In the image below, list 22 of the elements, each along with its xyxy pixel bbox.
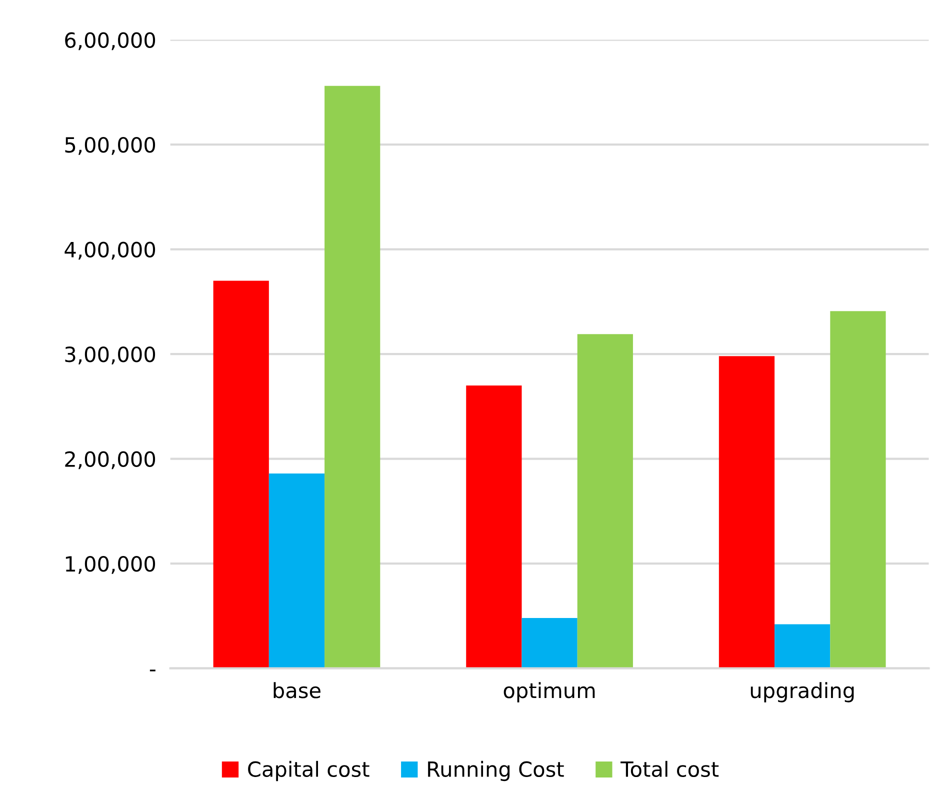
bar — [522, 618, 578, 668]
bar — [268, 473, 325, 668]
y-tick-label: - — [150, 670, 156, 672]
bar — [324, 86, 380, 668]
bar — [774, 624, 830, 668]
x-tick-label: upgrading — [750, 682, 854, 702]
bar — [466, 385, 522, 668]
bar — [213, 280, 269, 668]
bar — [718, 356, 775, 668]
legend-label: Total cost — [620, 760, 719, 778]
y-tick-label: 1,00,000 — [66, 556, 156, 574]
y-tick-label: 4,00,000 — [64, 242, 156, 260]
legend-label: Running Cost — [428, 760, 564, 782]
y-tick-label: 6,00,000 — [65, 32, 156, 50]
bar — [830, 311, 886, 668]
y-tick-label: 2,00,000 — [65, 451, 156, 470]
legend-label: Capital cost — [248, 760, 370, 782]
x-tick-label: optimum — [504, 682, 595, 702]
y-tick-label: 5,00,000 — [65, 136, 156, 155]
x-tick-label: base — [274, 682, 320, 698]
bar — [577, 334, 633, 668]
y-tick-label: 3,00,000 — [65, 346, 156, 364]
